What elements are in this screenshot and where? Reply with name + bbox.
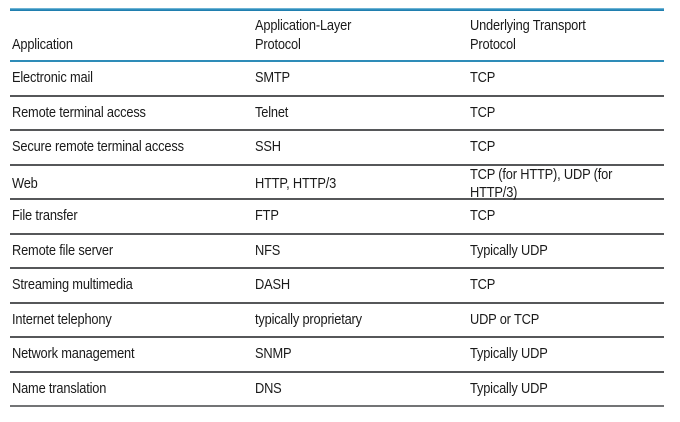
cell-protocol-text: NFS [255, 241, 281, 259]
cell-application-text: Name translation [12, 379, 107, 397]
table-top-rule [10, 8, 664, 11]
cell-application: Streaming multimedia [10, 276, 255, 294]
cell-application: Name translation [10, 380, 255, 398]
cell-application-text: Remote file server [12, 241, 113, 259]
cell-protocol-text: DNS [255, 379, 282, 397]
cell-application-text: File transfer [12, 207, 78, 225]
cell-transport-text: UDP or TCP [470, 310, 540, 328]
cell-protocol: DASH [255, 276, 470, 294]
cell-transport-text: TCP (for HTTP), UDP (for HTTP/3) [470, 165, 613, 201]
cell-protocol-text: FTP [255, 207, 279, 225]
cell-protocol-text: Telnet [255, 103, 289, 121]
table-row: Electronic mail SMTP TCP [10, 62, 664, 97]
table-header-row: Application Application-Layer Protocol U… [10, 11, 664, 62]
cell-protocol: HTTP, HTTP/3 [255, 175, 470, 193]
table-row: Network management SNMP Typically UDP [10, 338, 664, 373]
cell-protocol-text: SSH [255, 138, 281, 156]
cell-transport: TCP (for HTTP), UDP (for HTTP/3) [470, 166, 664, 203]
cell-transport: TCP [470, 104, 664, 122]
cell-application: Remote file server [10, 242, 255, 260]
cell-application: Web [10, 175, 255, 193]
cell-application: Network management [10, 345, 255, 363]
table-row: Streaming multimedia DASH TCP [10, 269, 664, 304]
cell-protocol-text: typically proprietary [255, 310, 362, 328]
cell-protocol-text: HTTP, HTTP/3 [255, 174, 337, 192]
cell-protocol: SNMP [255, 345, 470, 363]
cell-protocol: typically proprietary [255, 311, 470, 329]
cell-application-text: Remote terminal access [12, 103, 146, 121]
cell-transport: Typically UDP [470, 242, 664, 260]
table-row: Remote file server NFS Typically UDP [10, 235, 664, 269]
cell-transport: Typically UDP [470, 345, 664, 363]
cell-application: File transfer [10, 207, 255, 225]
cell-transport-text: TCP [470, 138, 496, 156]
cell-protocol: DNS [255, 380, 470, 398]
cell-application: Secure remote terminal access [10, 138, 255, 156]
col-header-transport-protocol-label: Underlying Transport Protocol [470, 17, 586, 53]
table-row: Name translation DNS Typically UDP [10, 373, 664, 407]
cell-protocol: NFS [255, 242, 470, 260]
table-row: Remote terminal access Telnet TCP [10, 97, 664, 131]
cell-transport-text: TCP [470, 276, 496, 294]
cell-application: Remote terminal access [10, 104, 255, 122]
cell-application-text: Electronic mail [12, 69, 93, 87]
col-header-transport-protocol: Underlying Transport Protocol [470, 17, 664, 54]
cell-protocol: SSH [255, 138, 470, 156]
cell-application-text: Network management [12, 345, 135, 363]
cell-application-text: Internet telephony [12, 310, 112, 328]
col-header-application: Application [10, 36, 255, 54]
cell-transport-text: TCP [470, 207, 496, 225]
cell-protocol-text: SMTP [255, 69, 290, 87]
col-header-app-layer-protocol-label: Application-Layer Protocol [255, 17, 352, 53]
cell-transport: UDP or TCP [470, 311, 664, 329]
cell-application-text: Web [12, 174, 38, 192]
protocols-table: Application Application-Layer Protocol U… [10, 8, 664, 407]
cell-application: Electronic mail [10, 69, 255, 87]
cell-application-text: Streaming multimedia [12, 276, 133, 294]
cell-transport: TCP [470, 138, 664, 156]
cell-transport: TCP [470, 69, 664, 87]
cell-transport-text: TCP [470, 103, 496, 121]
cell-transport: TCP [470, 207, 664, 225]
cell-protocol: Telnet [255, 104, 470, 122]
col-header-application-label: Application [12, 35, 73, 53]
col-header-app-layer-protocol: Application-Layer Protocol [255, 17, 470, 54]
table-row: File transfer FTP TCP [10, 200, 664, 235]
cell-protocol: FTP [255, 207, 470, 225]
cell-transport-text: Typically UDP [470, 241, 548, 259]
cell-protocol-text: DASH [255, 276, 290, 294]
cell-transport-text: TCP [470, 69, 496, 87]
cell-transport-text: Typically UDP [470, 345, 548, 363]
table-row: Web HTTP, HTTP/3 TCP (for HTTP), UDP (fo… [10, 166, 664, 201]
cell-protocol: SMTP [255, 69, 470, 87]
cell-transport: Typically UDP [470, 380, 664, 398]
cell-transport-text: Typically UDP [470, 379, 548, 397]
cell-application: Internet telephony [10, 311, 255, 329]
cell-transport: TCP [470, 276, 664, 294]
table-row: Internet telephony typically proprietary… [10, 304, 664, 338]
cell-protocol-text: SNMP [255, 345, 292, 363]
cell-application-text: Secure remote terminal access [12, 138, 184, 156]
table-row: Secure remote terminal access SSH TCP [10, 131, 664, 166]
